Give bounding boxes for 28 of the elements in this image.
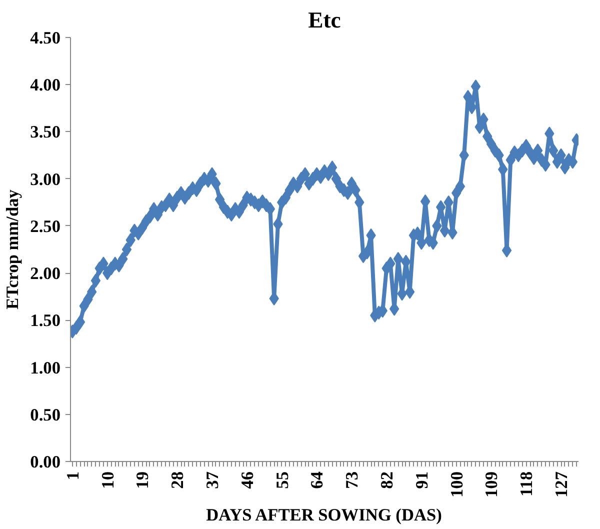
y-tick-label: 4.00: [30, 76, 61, 95]
x-tick-label: 64: [308, 471, 327, 489]
x-tick-label: 73: [342, 471, 362, 489]
x-tick-label: 19: [133, 471, 152, 489]
y-tick-label: 4.50: [30, 28, 61, 48]
y-tick-label: 1.00: [30, 358, 61, 378]
x-tick-label: 1: [63, 471, 82, 480]
x-tick-label: 37: [203, 471, 222, 489]
x-tick-label: 82: [378, 472, 397, 489]
chart-title: Etc: [308, 8, 341, 32]
y-tick-label: 1.50: [30, 311, 61, 330]
x-tick-label: 28: [168, 471, 188, 489]
x-tick-label: 100: [447, 471, 466, 498]
y-tick-label: 0.00: [30, 452, 61, 472]
y-tick-label: 2.50: [30, 216, 61, 236]
x-tick-label: 127: [552, 471, 572, 498]
x-tick-label: 91: [412, 472, 432, 489]
y-tick-label: 0.50: [30, 405, 61, 424]
x-tick-label: 10: [98, 472, 118, 489]
x-tick-label: 118: [517, 471, 536, 497]
x-tick-label: 46: [238, 471, 257, 489]
y-tick-label: 3.00: [30, 170, 61, 189]
y-tick-label: 2.00: [30, 264, 61, 284]
x-tick-label: 109: [482, 471, 502, 498]
x-tick-label: 55: [272, 471, 292, 489]
y-axis-title: ETcrop mm/day: [3, 189, 22, 310]
x-axis-title: DAYS AFTER SOWING (DAS): [206, 505, 442, 524]
y-tick-label: 3.50: [30, 122, 61, 142]
